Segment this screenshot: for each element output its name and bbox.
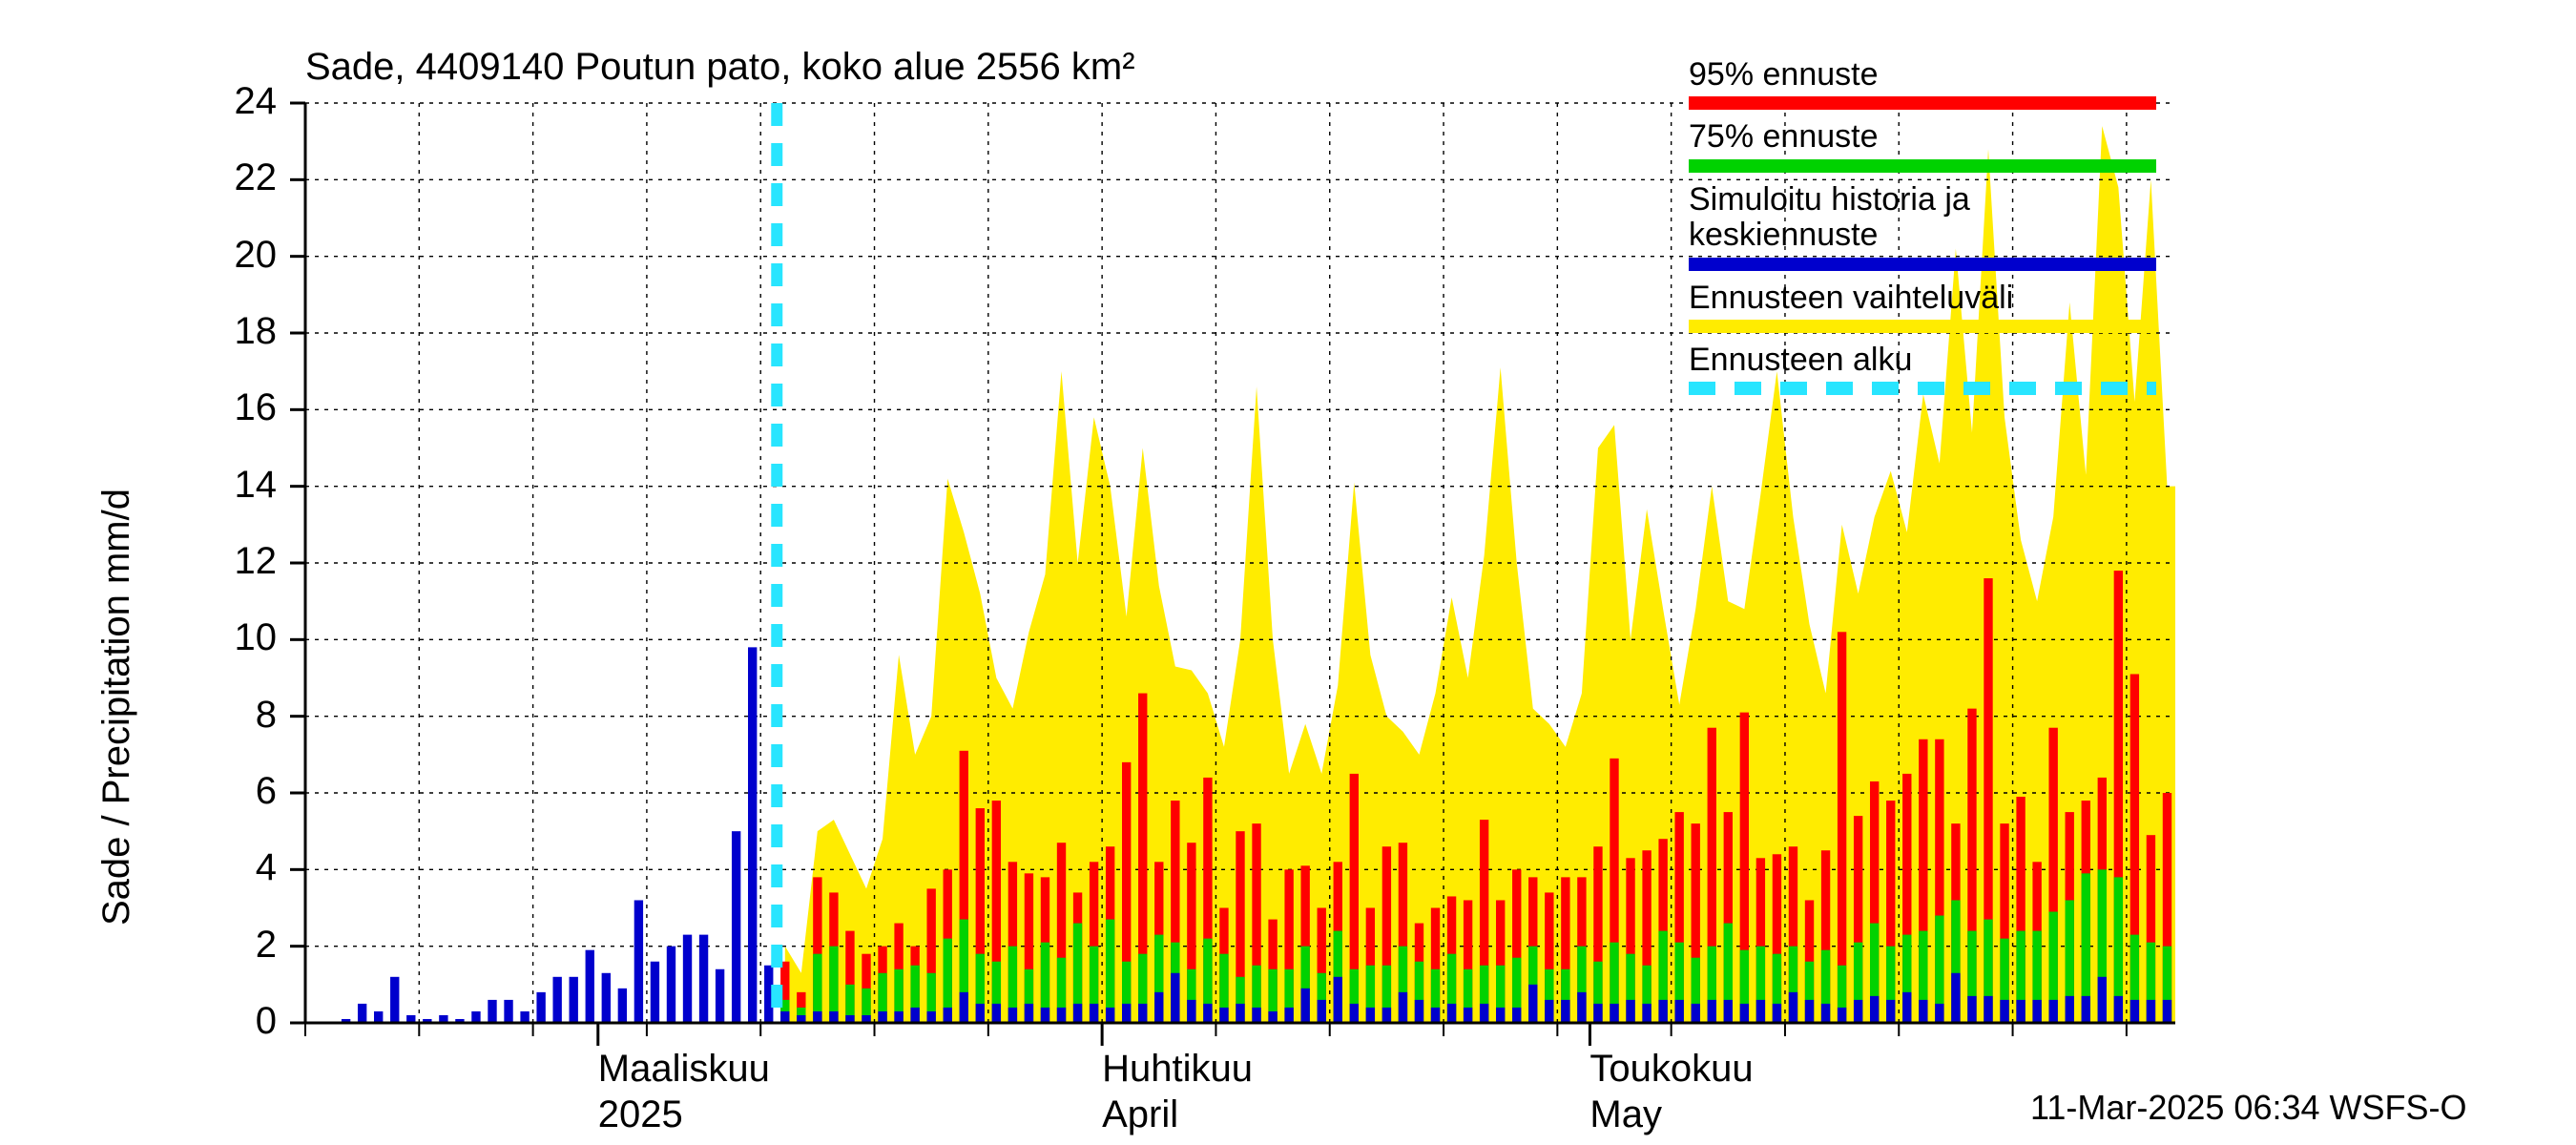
legend-swatch [1689,258,2156,271]
x-month-label-bottom: May [1589,1093,1662,1136]
legend-item: Simuloitu historia jakeskiennuste [1689,182,2156,271]
x-month-label-top: Huhtikuu [1102,1048,1253,1091]
chart-container: Sade, 4409140 Poutun pato, koko alue 255… [0,0,2576,1145]
legend-label: Ennusteen alku [1689,343,2156,378]
legend-item: 95% ennuste [1689,57,2156,110]
legend-label: 75% ennuste [1689,119,2156,155]
x-month-label-bottom: 2025 [598,1093,683,1136]
legend-item: Ennusteen vaihteluväli [1689,281,2156,333]
legend: 95% ennuste 75% ennuste Simuloitu historia… [1689,57,2156,405]
legend-label: Simuloitu historia jakeskiennuste [1689,182,2156,254]
legend-swatch [1689,382,2156,395]
legend-swatch [1689,96,2156,110]
x-month-label-top: Maaliskuu [598,1048,770,1091]
x-month-label-bottom: April [1102,1093,1178,1136]
legend-swatch [1689,320,2156,333]
legend-label: Ennusteen vaihteluväli [1689,281,2156,316]
legend-item: 75% ennuste [1689,119,2156,172]
x-month-label-top: Toukokuu [1589,1048,1753,1091]
legend-label: 95% ennuste [1689,57,2156,93]
timestamp-label: 11-Mar-2025 06:34 WSFS-O [2030,1088,2467,1128]
legend-swatch [1689,159,2156,173]
plot-area [0,0,2576,1145]
legend-item: Ennusteen alku [1689,343,2156,395]
